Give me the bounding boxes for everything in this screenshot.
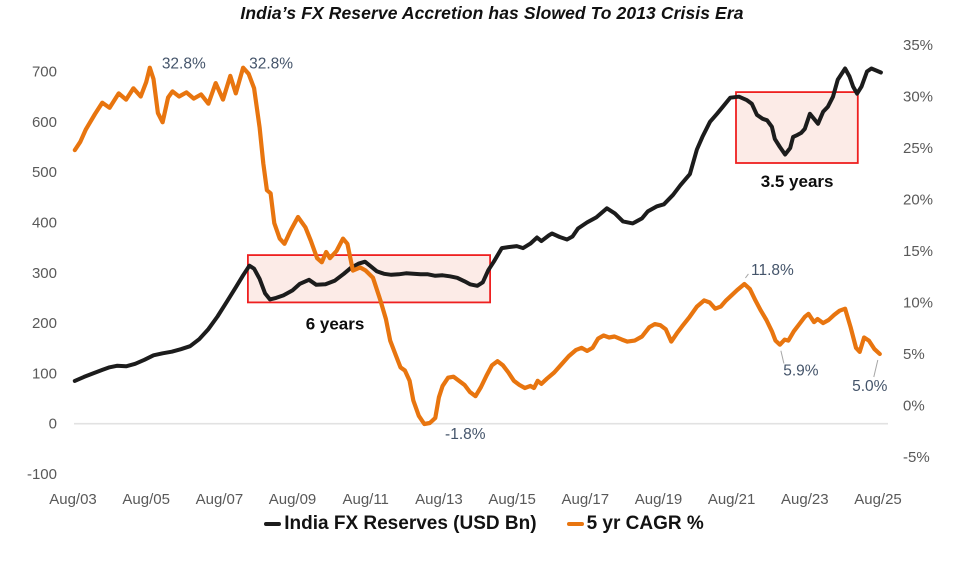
annotation-label-3: -1.8% bbox=[445, 426, 486, 443]
left-axis-tick: 100 bbox=[32, 365, 57, 382]
duration-label-1: 6 years bbox=[306, 314, 365, 333]
x-axis-tick: Aug/07 bbox=[196, 491, 244, 508]
annotation-label-4: 11.8% bbox=[751, 262, 794, 279]
x-axis-tick: Aug/05 bbox=[122, 491, 170, 508]
x-axis-tick: Aug/11 bbox=[342, 491, 388, 508]
right-axis-tick: 10% bbox=[903, 295, 933, 312]
annotation-label-5: 5.9% bbox=[783, 363, 819, 380]
legend-item-cagr: 5 yr CAGR % bbox=[566, 513, 704, 535]
x-axis-tick: Aug/25 bbox=[854, 491, 902, 508]
right-axis-tick: 30% bbox=[903, 89, 933, 106]
x-axis-tick: Aug/15 bbox=[488, 491, 536, 508]
right-axis-tick: 35% bbox=[903, 37, 933, 54]
left-axis-tick: 400 bbox=[32, 214, 57, 231]
left-axis-tick: 500 bbox=[32, 164, 57, 181]
legend-item-fx-reserves: India FX Reserves (USD Bn) bbox=[264, 513, 537, 535]
annotation-leader-4 bbox=[744, 273, 749, 279]
annotation-leader-5 bbox=[780, 350, 785, 364]
cagr-line-marker bbox=[566, 521, 584, 527]
left-axis-tick: 700 bbox=[32, 64, 57, 81]
annotation-label-2: 32.8% bbox=[249, 56, 293, 73]
duration-label-2: 3.5 years bbox=[761, 172, 834, 191]
annotation-label-1: 32.8% bbox=[162, 56, 206, 73]
right-axis-tick: 20% bbox=[903, 192, 933, 209]
right-axis-tick: 0% bbox=[903, 398, 925, 415]
right-axis-tick: 5% bbox=[903, 346, 925, 363]
chart-legend: India FX Reserves (USD Bn) 5 yr CAGR % bbox=[0, 513, 968, 535]
cagr-5yr-line bbox=[72, 65, 882, 427]
left-axis-tick: -100 bbox=[27, 466, 57, 483]
legend-label-fx-reserves: India FX Reserves (USD Bn) bbox=[284, 513, 537, 534]
fx-reserves-line bbox=[72, 66, 883, 383]
x-axis-tick: Aug/09 bbox=[269, 491, 317, 508]
x-axis-tick: Aug/03 bbox=[49, 491, 97, 508]
fx-reserves-line-marker bbox=[264, 521, 282, 527]
left-axis-tick: 600 bbox=[32, 114, 57, 131]
right-axis-tick: -5% bbox=[903, 449, 930, 466]
x-axis-tick: Aug/13 bbox=[415, 491, 463, 508]
x-axis-tick: Aug/21 bbox=[708, 491, 756, 508]
right-axis-tick: 15% bbox=[903, 243, 933, 260]
highlight-box-2 bbox=[735, 91, 859, 164]
annotation-leader-6 bbox=[873, 359, 879, 378]
legend-label-cagr: 5 yr CAGR % bbox=[586, 513, 704, 534]
right-axis-tick: 25% bbox=[903, 140, 933, 157]
x-axis-tick: Aug/17 bbox=[562, 491, 610, 508]
left-axis-tick: 300 bbox=[32, 265, 57, 282]
left-axis-tick: 0 bbox=[49, 416, 57, 433]
annotation-label-6: 5.0% bbox=[852, 378, 888, 395]
x-axis-tick: Aug/19 bbox=[635, 491, 683, 508]
chart-title: India’s FX Reserve Accretion has Slowed … bbox=[240, 3, 744, 23]
left-axis-tick: 200 bbox=[32, 315, 57, 332]
x-axis-tick: Aug/23 bbox=[781, 491, 829, 508]
